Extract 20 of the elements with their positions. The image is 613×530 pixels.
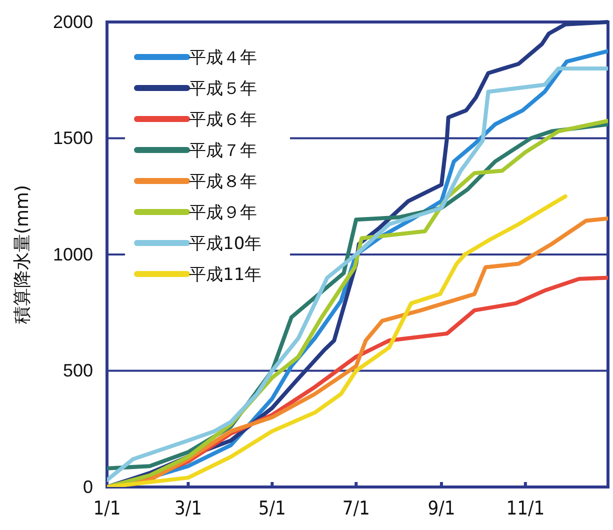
x-tick-label: 3/1 — [174, 497, 202, 520]
legend-label: 平成４年 — [189, 48, 257, 68]
y-tick-label: 2000 — [52, 12, 93, 32]
legend-label: 平成11年 — [189, 265, 262, 285]
x-tick-label: 9/1 — [428, 497, 456, 520]
x-tick-label: 7/1 — [342, 497, 370, 520]
x-tick-label: 1/1 — [93, 497, 121, 520]
x-tick-label: 5/1 — [258, 497, 286, 520]
y-axis-title: 積算降水量(mm) — [12, 184, 33, 324]
legend-label: 平成８年 — [189, 172, 257, 192]
legend-label: 平成７年 — [189, 141, 257, 161]
legend-label: 平成６年 — [189, 110, 257, 130]
y-tick-label: 0 — [82, 476, 93, 497]
legend-label: 平成10年 — [189, 234, 262, 254]
legend-label: 平成９年 — [189, 203, 257, 223]
y-tick-label: 1000 — [52, 244, 93, 264]
y-tick-label: 500 — [62, 360, 93, 381]
y-tick-label: 1500 — [52, 128, 93, 148]
x-tick-label: 11/1 — [506, 497, 545, 520]
legend-label: 平成５年 — [189, 79, 257, 99]
